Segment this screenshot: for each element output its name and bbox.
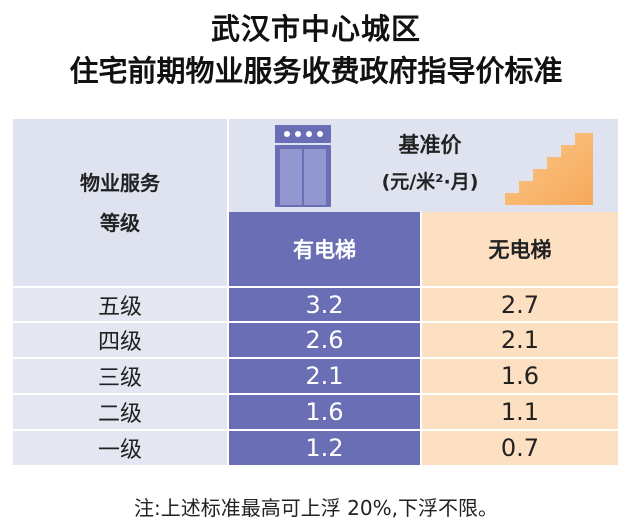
table-row-grade: 五级 bbox=[13, 288, 227, 321]
price-unit: (元/米²·月) bbox=[381, 171, 479, 193]
table-cell-no-elevator: 1.1 bbox=[422, 395, 618, 429]
grade-header-line-1: 物业服务 bbox=[80, 170, 160, 195]
table-cell-elevator: 1.2 bbox=[229, 431, 420, 465]
column-header-elevator: 有电梯 bbox=[229, 212, 420, 286]
table-row-grade: 二级 bbox=[13, 395, 227, 429]
title-line-1: 武汉市中心城区 bbox=[210, 12, 421, 46]
column-header-no-elevator: 无电梯 bbox=[422, 212, 618, 286]
title-line-2: 住宅前期物业服务收费政府指导价标准 bbox=[69, 54, 563, 88]
table-row-grade: 四级 bbox=[13, 323, 227, 357]
table-cell-no-elevator: 0.7 bbox=[422, 431, 618, 465]
stairs-icon bbox=[505, 133, 593, 205]
footnote: 注:上述标准最高可上浮 20%,下浮不限。 bbox=[134, 496, 498, 520]
price-table: 物业服务 等级 基准价 (元/米²·月) 有电梯 无电梯 五级 3.2 2.7 … bbox=[13, 119, 618, 465]
table-cell-elevator: 1.6 bbox=[229, 395, 420, 429]
table-cell-no-elevator: 1.6 bbox=[422, 359, 618, 393]
elevator-icon bbox=[275, 125, 331, 207]
table-cell-no-elevator: 2.7 bbox=[422, 288, 618, 321]
price-label: 基准价 bbox=[398, 133, 462, 157]
table-cell-no-elevator: 2.1 bbox=[422, 323, 618, 357]
table-row-grade: 三级 bbox=[13, 359, 227, 393]
table-row-grade: 一级 bbox=[13, 431, 227, 465]
table-cell-elevator: 2.6 bbox=[229, 323, 420, 357]
grade-header-line-2: 等级 bbox=[100, 210, 140, 235]
table-cell-elevator: 2.1 bbox=[229, 359, 420, 393]
table-cell-elevator: 3.2 bbox=[229, 288, 420, 321]
grade-header: 物业服务 等级 bbox=[13, 119, 227, 286]
